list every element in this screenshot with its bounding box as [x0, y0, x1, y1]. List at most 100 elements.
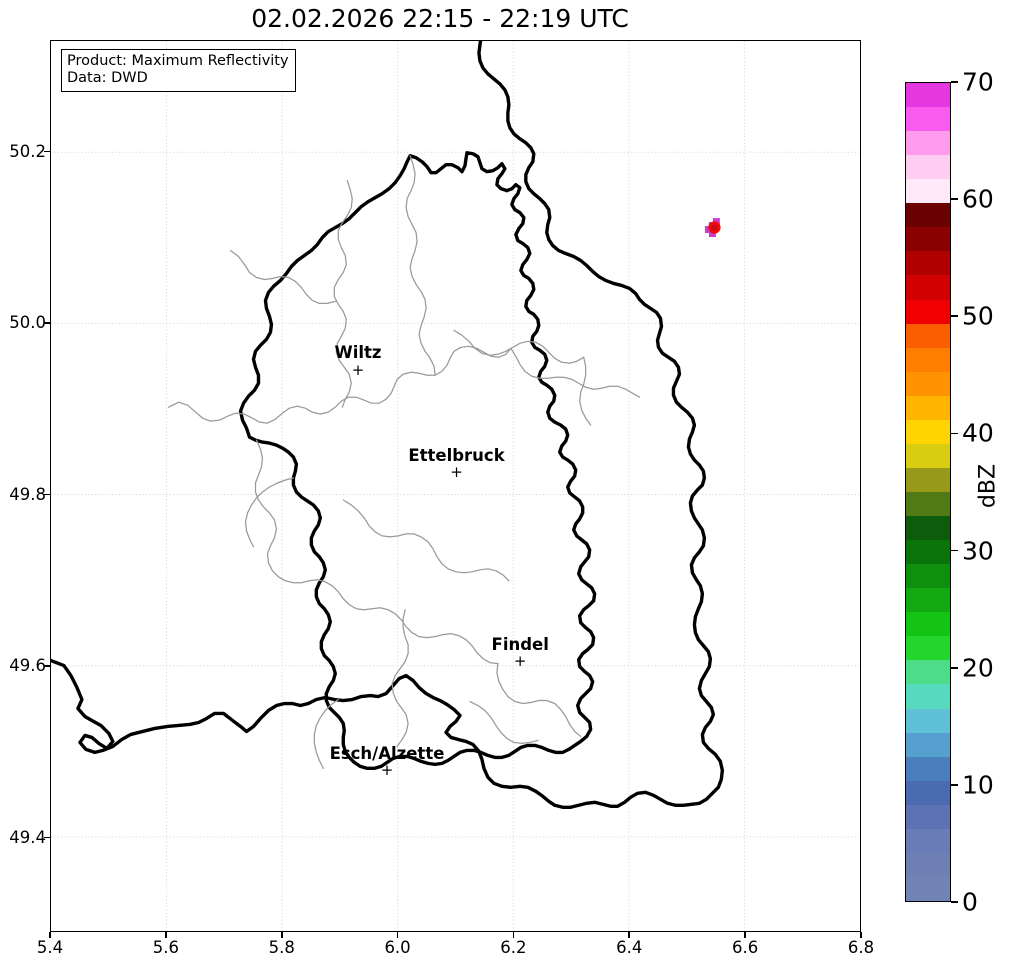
x-tick-label: 6.0 [384, 938, 411, 957]
colorbar-band [906, 107, 950, 132]
city-name: Wiltz [334, 343, 382, 363]
national-border-path [51, 41, 725, 809]
radar-echo-cell [704, 218, 721, 238]
x-tick-label: 6.8 [847, 938, 875, 957]
colorbar-band [906, 371, 950, 396]
colorbar-tick-label: 10 [962, 770, 994, 800]
product-line: Product: Maximum Reflectivity [67, 53, 289, 69]
y-tick-label: 49.6 [9, 656, 46, 676]
city-name: Esch/Alzette [329, 743, 445, 763]
x-tick-label: 6.4 [616, 938, 643, 957]
luxembourg-border-path [238, 151, 597, 771]
radar-map-plot[interactable]: Product: Maximum Reflectivity Data: DWD … [50, 40, 861, 932]
colorbar-tick-label: 0 [962, 887, 978, 917]
city-marker-plus-icon: + [513, 652, 527, 671]
x-tick-mark [165, 932, 167, 938]
y-tick-label: 50.2 [9, 141, 46, 161]
colorbar-tick-mark [951, 198, 958, 200]
colorbar-band [906, 299, 950, 324]
colorbar-band [906, 467, 950, 492]
colorbar-band [906, 756, 950, 781]
x-tick-mark [512, 932, 515, 938]
y-tick-label: 50.0 [9, 313, 46, 333]
y-tick-mark [44, 665, 50, 667]
x-tick-mark [860, 932, 862, 938]
colorbar-band [906, 83, 950, 108]
y-tick-mark [44, 150, 50, 153]
colorbar-tick-label: 20 [962, 653, 994, 683]
grid-lines [51, 41, 860, 931]
city-label-ettelbruck: Ettelbruck + [408, 447, 504, 482]
colorbar-band [906, 708, 950, 733]
colorbar-band [906, 732, 950, 757]
colorbar-tick-mark [951, 81, 958, 83]
y-tick-label: 49.4 [9, 827, 46, 847]
colorbar-tick-label: 70 [962, 67, 994, 97]
city-name: Findel [491, 634, 549, 654]
colorbar-band [906, 251, 950, 276]
city-label-findel: Findel + [491, 634, 549, 671]
colorbar-band [906, 804, 950, 829]
city-marker-plus-icon: + [380, 761, 394, 780]
x-tick-label: 5.8 [268, 938, 295, 957]
x-tick-mark [280, 932, 283, 938]
product-info-box: Product: Maximum Reflectivity Data: DWD [61, 49, 296, 92]
colorbar-band [906, 227, 950, 252]
city-marker-plus-icon: + [351, 360, 365, 379]
map-geometry [51, 41, 725, 809]
colorbar-band [906, 780, 950, 805]
y-tick-label: 49.8 [9, 484, 46, 504]
radar-echo-layer [704, 218, 721, 238]
colorbar-band [906, 131, 950, 156]
x-tick-label: 6.2 [500, 938, 527, 957]
colorbar-tick-mark [951, 549, 958, 552]
x-tick-label: 5.4 [36, 938, 64, 957]
colorbar-band [906, 347, 950, 372]
city-marker-plus-icon: + [450, 463, 463, 482]
colorbar[interactable]: 0 10 20 30 40 50 60 70 [905, 68, 994, 917]
x-tick-mark [744, 932, 746, 938]
colorbar-band [906, 492, 950, 517]
city-label-wiltz: Wiltz + [335, 345, 382, 378]
city-label-esch-alzette: Esch/Alzette + [329, 743, 445, 780]
colorbar-tick-mark [951, 315, 958, 318]
colorbar-band [906, 588, 950, 613]
x-tick-label: 5.6 [152, 938, 179, 957]
y-tick-mark [44, 836, 50, 839]
colorbar-tick-label: 50 [962, 301, 994, 331]
colorbar-band [906, 612, 950, 637]
city-label-layer: Wiltz + Ettelbruck + Findel + Esch/Alzette + [51, 41, 860, 931]
colorbar-band [906, 636, 950, 661]
page-title: 02.02.2026 22:15 - 22:19 UTC [251, 4, 629, 33]
colorbar-band [906, 443, 950, 468]
x-tick-mark [628, 932, 631, 938]
colorbar-band [906, 155, 950, 180]
colorbar-band [906, 564, 950, 589]
colorbar-band [906, 179, 950, 204]
x-tick-mark [49, 932, 51, 938]
colorbar-gradient [905, 82, 951, 902]
x-tick-label: 6.6 [732, 938, 759, 957]
colorbar-tick-mark [951, 666, 958, 669]
colorbar-band [906, 516, 950, 541]
x-tick-mark [396, 932, 399, 938]
y-tick-mark [44, 322, 50, 324]
y-tick-mark [44, 493, 50, 496]
colorbar-band [906, 660, 950, 685]
colorbar-tick-mark [951, 784, 958, 786]
district-border-paths [168, 155, 641, 769]
colorbar-tick-mark [951, 432, 958, 435]
colorbar-tick-label: 60 [962, 184, 994, 214]
colorbar-band [906, 323, 950, 348]
colorbar-band [906, 419, 950, 444]
colorbar-tick-mark [951, 901, 958, 903]
colorbar-band [906, 203, 950, 228]
colorbar-band [906, 275, 950, 300]
colorbar-tick-label: 30 [962, 536, 994, 566]
colorbar-band [906, 684, 950, 709]
colorbar-band [906, 876, 950, 901]
colorbar-axis-label: dBZ [975, 463, 1001, 509]
colorbar-tick-label: 40 [962, 418, 994, 448]
data-line: Data: DWD [67, 69, 148, 86]
colorbar-band [906, 852, 950, 877]
